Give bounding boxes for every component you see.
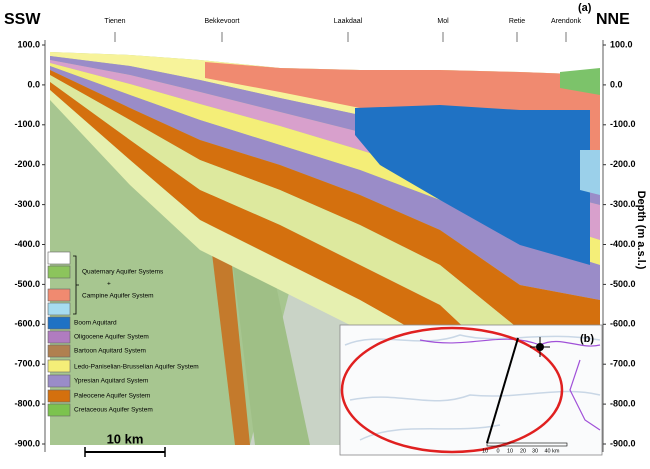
depth-tick-label: -800.0 — [610, 398, 636, 408]
depth-tick-label: 0.0 — [610, 79, 623, 89]
layer — [50, 66, 600, 300]
depth-tick-label: 100.0 — [610, 39, 633, 49]
legend-swatch — [47, 288, 71, 302]
campine — [205, 62, 600, 170]
legend-swatch — [47, 374, 71, 388]
depth-tick-label: -300.0 — [610, 199, 636, 209]
legend-swatch — [47, 389, 71, 403]
town-label: Arendonk — [551, 18, 581, 25]
depth-tick-label: -900.0 — [610, 438, 636, 448]
legend-label: Quaternary Aquifer Systems — [82, 269, 164, 276]
campine-light — [580, 150, 600, 195]
axis-label: Depth (m a.s.l.) — [635, 191, 647, 270]
quaternary-top — [560, 68, 600, 95]
depth-tick-label: -100.0 — [14, 119, 40, 129]
direction-left: SSW — [4, 11, 41, 28]
direction-right: NNE — [596, 11, 630, 28]
panel-label: (a) — [578, 2, 592, 14]
depth-tick-label: 100.0 — [17, 39, 40, 49]
legend-bracket — [73, 255, 79, 315]
legend-swatch — [47, 344, 71, 358]
legend-swatch — [47, 359, 71, 373]
depth-tick-label: -700.0 — [14, 359, 40, 369]
cross-section — [50, 52, 600, 445]
depth-tick-label: -300.0 — [14, 199, 40, 209]
map-scale-label: 40 km — [545, 448, 560, 454]
section-line — [486, 337, 519, 444]
scale-bar-label: 10 km — [107, 431, 144, 446]
depth-tick-label: -200.0 — [14, 159, 40, 169]
legend-label: Oligocene Aquifer System — [74, 334, 149, 341]
legend-label: Bartoon Aquitard System — [74, 348, 146, 355]
depth-tick-label: -100.0 — [610, 119, 636, 129]
legend-label: Paleocene Aquifer System — [74, 393, 150, 400]
depth-tick-label: 0.0 — [27, 79, 40, 89]
depth-tick-label: -200.0 — [610, 159, 636, 169]
layer — [50, 63, 600, 265]
town-label: Bekkevoort — [204, 18, 239, 25]
map-frame — [339, 324, 603, 456]
town-label: Tienen — [104, 18, 125, 25]
depth-tick-label: -600.0 — [610, 319, 636, 329]
inset-label: (b) — [580, 333, 594, 345]
legend-swatch — [47, 330, 71, 344]
map-scale-label: 10 — [507, 448, 513, 454]
map-scale — [486, 442, 568, 447]
inset-map: (b) 10 0 10 20 30 40 km — [339, 324, 603, 456]
town-label: Laakdaal — [334, 18, 363, 25]
legend-label: Campine Aquifer System — [82, 293, 154, 300]
map-scale-label: 30 — [532, 448, 538, 454]
legend-swatch — [47, 403, 71, 417]
legend-swatch — [47, 316, 71, 330]
depth-tick-label: -900.0 — [14, 438, 40, 448]
border — [419, 338, 601, 431]
study-area — [340, 326, 564, 454]
layer — [50, 70, 600, 350]
boom — [355, 105, 590, 265]
legend: Quaternary Aquifer Systems + Campine Aquif… — [47, 251, 199, 417]
depth-tick-label: -700.0 — [610, 359, 636, 369]
map-scale-label: 20 — [520, 448, 526, 454]
depth-tick-label: -500.0 — [14, 279, 40, 289]
depth-tick-label: -800.0 — [14, 398, 40, 408]
legend-swatch — [47, 251, 71, 265]
town-label: Mol — [437, 18, 449, 25]
legend-label: + — [107, 281, 111, 288]
legend-label: Boom Aquitard — [74, 320, 117, 327]
legend-swatch — [47, 302, 71, 316]
depth-tick-label: -400.0 — [14, 239, 40, 249]
legend-label: Ypresian Aquitard System — [74, 378, 148, 385]
depth-tick-label: -500.0 — [610, 279, 636, 289]
legend-swatch — [47, 265, 71, 279]
town-label: Retie — [509, 18, 525, 25]
layer — [50, 75, 600, 400]
depth-tick-label: -600.0 — [14, 319, 40, 329]
map-scale-label: 10 — [482, 448, 488, 454]
depth-tick-label: -400.0 — [610, 239, 636, 249]
legend-label: Cretaceous Aquifer System — [74, 407, 153, 414]
map-scale-label: 0 — [496, 448, 499, 454]
legend-label: Ledo-Paniselian-Brusselian Aquifer Syste… — [74, 364, 199, 371]
